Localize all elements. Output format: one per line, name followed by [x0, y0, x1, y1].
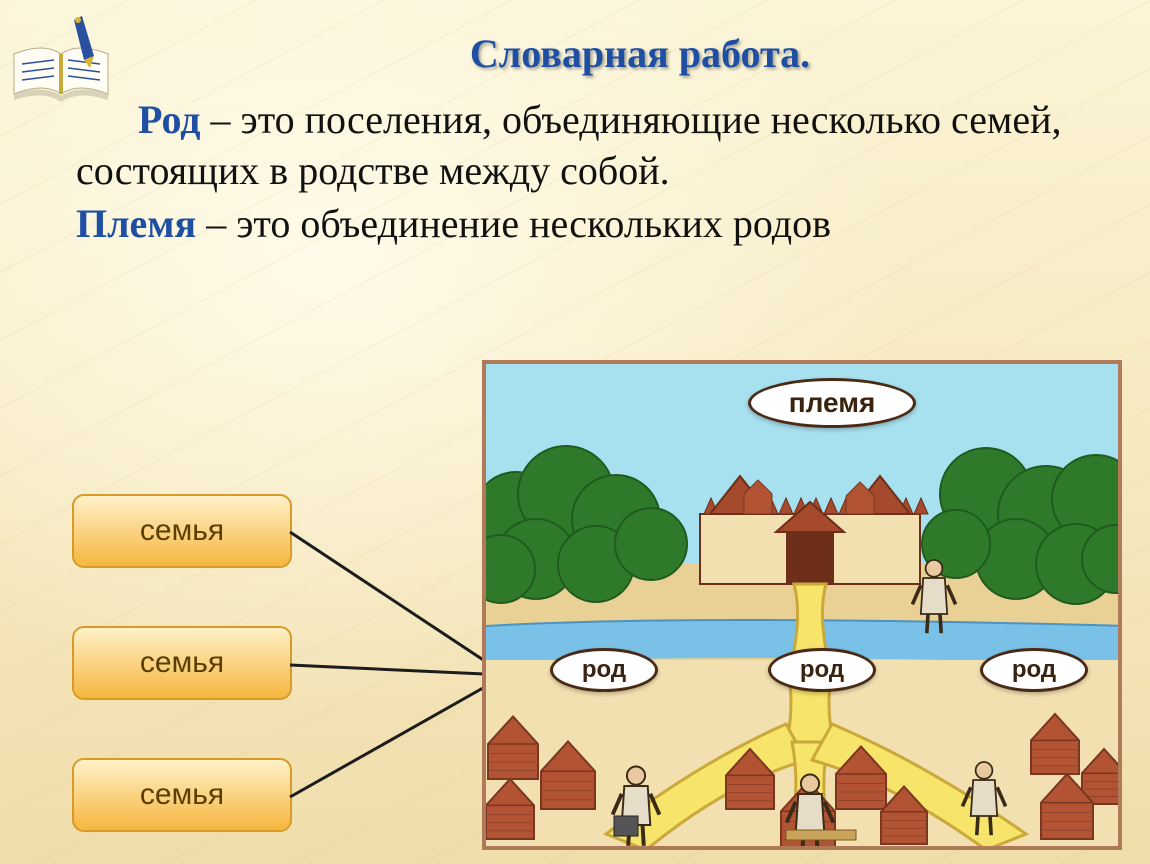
label-rod-right-text: род — [1012, 656, 1056, 684]
family-box-1-label: семья — [140, 514, 224, 548]
definition-plemya-text: – это объединение нескольких родов — [196, 201, 831, 246]
label-plemya: племя — [748, 378, 916, 428]
label-plemya-text: племя — [789, 387, 876, 419]
family-box-group: семья семья семья — [72, 494, 292, 832]
page-title-container: Словарная работа. — [0, 30, 1150, 77]
family-box-3-label: семья — [140, 778, 224, 812]
definitions-block: Род – это поселения, объединяющие нескол… — [76, 94, 1110, 252]
label-rod-left: род — [550, 648, 658, 692]
tribe-illustration: племя род род род — [482, 360, 1122, 850]
label-rod-center-text: род — [800, 656, 844, 684]
family-box-3: семья — [72, 758, 292, 832]
label-rod-left-text: род — [582, 656, 626, 684]
term-plemya: Племя — [76, 201, 196, 246]
definition-rod-text: – это поселения, объединяющие несколько … — [76, 97, 1062, 193]
label-rod-center: род — [768, 648, 876, 692]
family-box-2-label: семья — [140, 646, 224, 680]
page-title: Словарная работа. — [470, 30, 810, 77]
definition-rod: Род – это поселения, объединяющие нескол… — [76, 94, 1110, 196]
term-rod: Род — [138, 97, 201, 142]
label-rod-right: род — [980, 648, 1088, 692]
family-box-2: семья — [72, 626, 292, 700]
definition-plemya: Племя – это объединение нескольких родов — [76, 198, 1110, 249]
family-box-1: семья — [72, 494, 292, 568]
